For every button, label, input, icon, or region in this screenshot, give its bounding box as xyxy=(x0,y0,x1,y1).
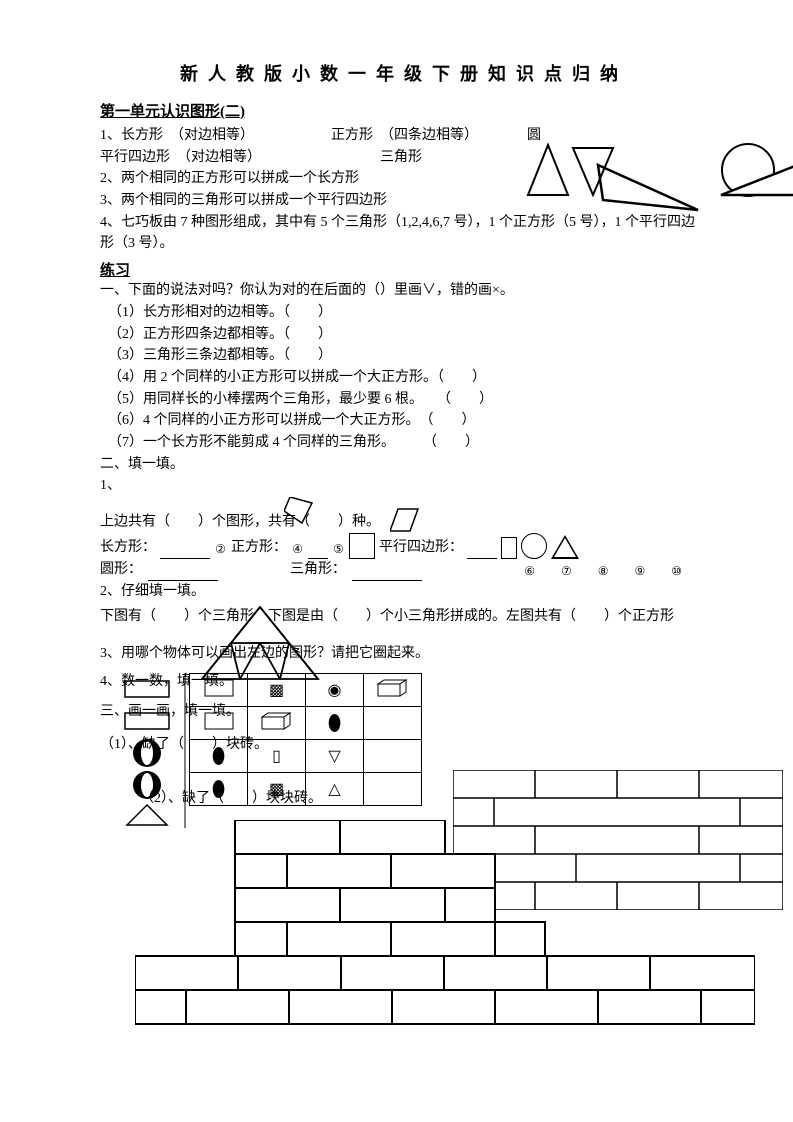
q3a: （1）、缺了（ ）块砖。 xyxy=(100,734,708,756)
q1-item-2: （2）正方形四条边都相等。（ ） xyxy=(100,324,708,346)
q1-item-1: （1）长方形相对的边相等。（ ） xyxy=(100,302,708,324)
q1-item-5: （5）用同样长的小棒摆两个三角形，最少要 6 根。 （ ） xyxy=(100,389,708,411)
blank-para[interactable] xyxy=(467,544,497,559)
worksheet-page: 新人教版小数一年级下册知识点归纳 第一单元认识图形(二) 1、长方形 （对边相等… xyxy=(0,0,793,1122)
circle-small-icon xyxy=(521,533,547,559)
q3b-text: （2）、缺了（ ）块块砖。 xyxy=(140,791,322,806)
q2-heading: 二、填一填。 xyxy=(100,454,708,476)
num-5: ⑤ xyxy=(332,540,345,559)
q2-1a: 1、 xyxy=(100,475,708,497)
right-triangle-icon xyxy=(721,155,793,195)
parallelogram-icon xyxy=(390,507,420,533)
q3-heading: 三、画一画，填一填。 xyxy=(100,701,708,723)
num-4: ④ xyxy=(291,540,304,559)
thin-rect-icon xyxy=(501,537,517,559)
q3a-text: （1）、缺了（ ）块砖。 xyxy=(100,737,268,752)
blank-circ[interactable] xyxy=(148,566,218,581)
q2-1b: 上边共有（ ）个图形，共有（ ）种。 xyxy=(100,514,380,529)
large-triangle-icon xyxy=(598,165,698,210)
q2-1c-pre: 长方形： xyxy=(100,537,156,559)
q2-1c-end: 平行四边形： xyxy=(379,537,463,559)
decorative-shapes-top xyxy=(503,140,793,230)
inverted-triangle-icon xyxy=(573,148,613,195)
q1-item-6: （6）4 个同样的小正方形可以拼成一个大正方形。 （ ） xyxy=(100,410,708,432)
q2-1c-mid: 正方形： xyxy=(231,537,287,559)
brick-wall-2 xyxy=(135,820,755,1030)
quadrilateral-icon xyxy=(284,497,314,525)
triangle-small-icon xyxy=(551,535,579,559)
blank-tri[interactable] xyxy=(352,566,422,581)
q3b: （2）、缺了（ ）块块砖。 xyxy=(100,788,708,810)
q2-1d-mid: 三角形： xyxy=(290,559,346,581)
shape-row: 上边共有（ ）个图形，共有（ ）种。 xyxy=(100,497,708,533)
q2-1d-pre: 圆形： xyxy=(100,559,142,581)
blank-rect[interactable] xyxy=(160,544,210,559)
triangle-icon xyxy=(528,145,568,195)
unit1-heading: 第一单元认识图形(二) xyxy=(100,100,708,121)
blank-sq[interactable] xyxy=(308,544,328,559)
q2-2: 2、仔细填一填。 xyxy=(100,581,708,603)
num-2: ② xyxy=(214,540,227,559)
q1-item-3: （3）三角形三条边都相等。（ ） xyxy=(100,345,708,367)
q1-stem: 一、下面的说法对吗？你认为对的在后面的（）里画∨，错的画×。 xyxy=(100,280,708,302)
nums-6-10: ⑥⑦⑧⑨⑩ xyxy=(428,562,708,581)
square-icon xyxy=(349,533,375,559)
q2-4: 4、数一数，填一填。 xyxy=(100,671,708,693)
q2-1c-row: 长方形： ② 正方形： ④ ⑤ 平行四边形： xyxy=(100,533,708,559)
practice-heading: 练习 xyxy=(100,259,708,280)
page-title: 新人教版小数一年级下册知识点归纳 xyxy=(100,60,708,86)
q1-item-7: （7）一个长方形不能剪成 4 个同样的三角形。 （ ） xyxy=(100,432,708,454)
q2-1d-row: 圆形： 三角形： ⑥⑦⑧⑨⑩ xyxy=(100,559,708,581)
q2-3: 3、用哪个物体可以画出左边的图形？请把它圈起来。 xyxy=(100,643,708,665)
q1-item-4: （4）用 2 个同样的小正方形可以拼成一个大正方形。（ ） xyxy=(100,367,708,389)
